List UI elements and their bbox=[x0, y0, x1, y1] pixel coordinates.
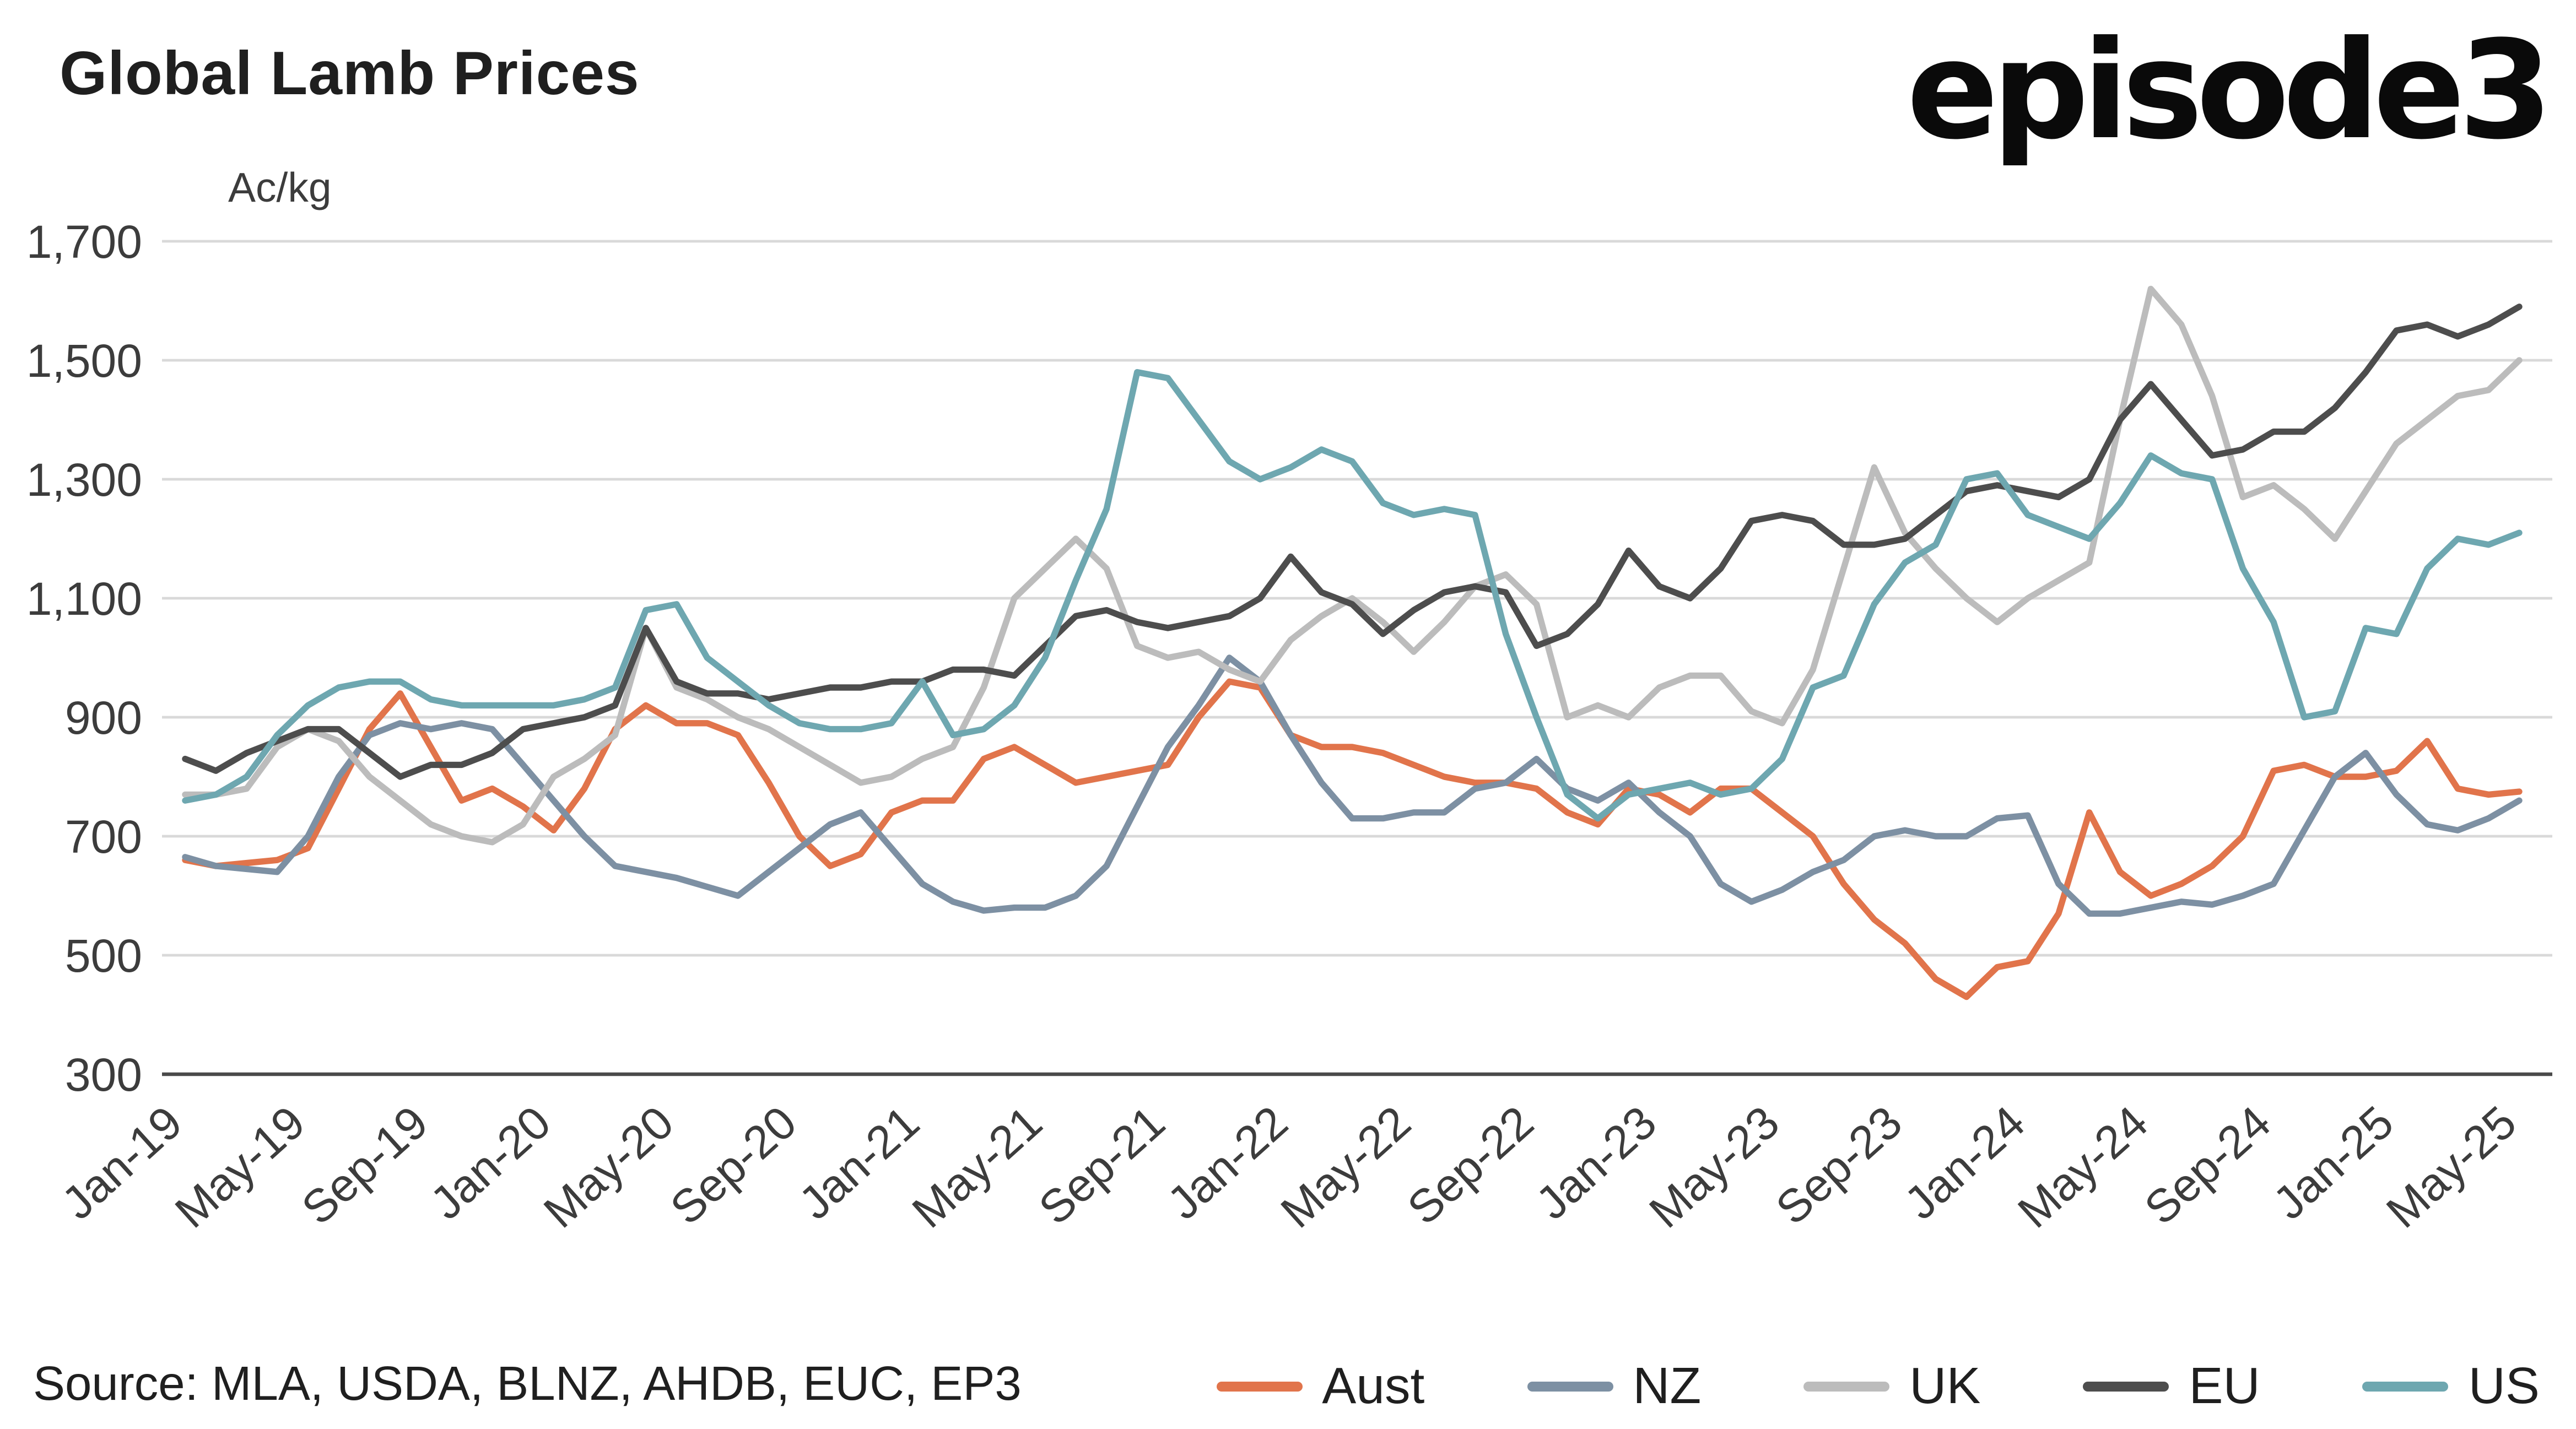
series-nz bbox=[182, 654, 2523, 917]
legend-item-uk: UK bbox=[1803, 1356, 1981, 1416]
x-tick-label: May-24 bbox=[2008, 1096, 2157, 1238]
y-axis-unit-label: Ac/kg bbox=[228, 165, 332, 212]
legend-swatch-uk bbox=[1803, 1381, 1890, 1391]
x-tick-label: May-25 bbox=[2377, 1096, 2526, 1238]
series-aust bbox=[182, 678, 2523, 1000]
source-note: Source: MLA, USDA, BLNZ, AHDB, EUC, EP3 bbox=[33, 1358, 1022, 1412]
page-title: Global Lamb Prices bbox=[60, 40, 640, 107]
legend-swatch-nz bbox=[1527, 1381, 1613, 1391]
y-tick-label: 1,500 bbox=[26, 335, 142, 387]
x-tick-label: Sep-20 bbox=[661, 1096, 806, 1235]
legend-swatch-us bbox=[2362, 1381, 2449, 1391]
x-tick-label: Jan-23 bbox=[1526, 1096, 1666, 1230]
x-tick-label: Jan-19 bbox=[52, 1096, 192, 1230]
x-tick-label: Sep-19 bbox=[292, 1096, 438, 1235]
y-tick-label: 1,100 bbox=[26, 573, 142, 625]
legend-item-eu: EU bbox=[2083, 1356, 2260, 1416]
x-tick-label: Sep-22 bbox=[1397, 1096, 1543, 1235]
y-tick-label: 1,300 bbox=[26, 454, 142, 506]
legend-item-aust: Aust bbox=[1216, 1356, 1424, 1416]
legend-label-nz: NZ bbox=[1633, 1356, 1702, 1414]
x-tick-label: May-21 bbox=[903, 1096, 1052, 1238]
x-tick-label: Jan-21 bbox=[789, 1096, 929, 1230]
legend-label-us: US bbox=[2468, 1356, 2540, 1414]
x-tick-label: May-22 bbox=[1271, 1096, 1421, 1238]
legend-label-uk: UK bbox=[1909, 1356, 1981, 1414]
y-tick-label: 1,700 bbox=[26, 216, 142, 268]
legend-swatch-eu bbox=[2083, 1381, 2169, 1391]
y-tick-label: 500 bbox=[65, 930, 142, 982]
y-tick-label: 300 bbox=[65, 1049, 142, 1101]
x-tick-label: Jan-24 bbox=[1894, 1096, 2034, 1230]
y-tick-label: 900 bbox=[65, 692, 142, 744]
x-tick-label: Sep-24 bbox=[2135, 1096, 2280, 1235]
series-uk bbox=[182, 285, 2523, 846]
series-eu bbox=[182, 304, 2523, 780]
x-tick-label: Jan-22 bbox=[1158, 1096, 1298, 1230]
x-tick-label: May-23 bbox=[1639, 1096, 1789, 1238]
footer: Source: MLA, USDA, BLNZ, AHDB, EUC, EP3 … bbox=[33, 1356, 2540, 1416]
x-tick-label: Jan-20 bbox=[420, 1096, 560, 1230]
series-us bbox=[182, 369, 2523, 822]
x-tick-label: Sep-21 bbox=[1029, 1096, 1174, 1235]
legend-label-eu: EU bbox=[2189, 1356, 2260, 1414]
y-tick-label: 700 bbox=[65, 811, 142, 863]
x-tick-label: Jan-25 bbox=[2263, 1096, 2403, 1230]
legend-item-nz: NZ bbox=[1527, 1356, 1701, 1416]
legend-swatch-aust bbox=[1216, 1381, 1303, 1391]
legend: Aust NZ UK EU US bbox=[1216, 1356, 2540, 1416]
x-tick-label: Sep-23 bbox=[1766, 1096, 1911, 1235]
episode3-logo: episode3 bbox=[1907, 13, 2553, 170]
legend-item-us: US bbox=[2362, 1356, 2540, 1416]
legend-label-aust: Aust bbox=[1322, 1356, 1425, 1414]
x-tick-label: May-19 bbox=[165, 1096, 315, 1238]
x-tick-label: May-20 bbox=[534, 1096, 683, 1238]
